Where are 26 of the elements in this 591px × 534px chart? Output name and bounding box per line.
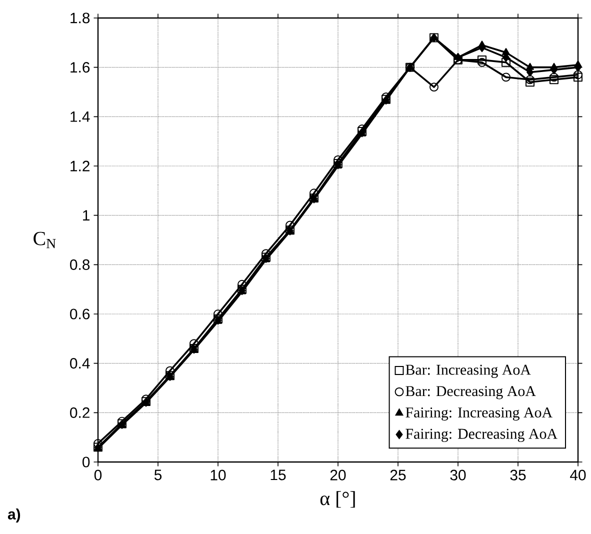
y-tick-label: 1.6 (70, 62, 90, 73)
y-tick-label: 1.8 (70, 12, 90, 24)
x-tick-label: 30 (450, 470, 466, 480)
x-axis-title: α [°] (320, 491, 355, 508)
y-tick-label: 0.4 (70, 358, 90, 369)
x-tick-label: 15 (270, 470, 286, 480)
x-tick-label: 20 (330, 470, 346, 480)
y-axis-title: C$_{N}$ (34, 232, 56, 248)
y-tick-label: 1.4 (70, 112, 90, 122)
x-tick-label: 40 (570, 470, 586, 480)
y-tick-label: 0.8 (70, 259, 90, 270)
legend-label: Bar: Decreasing AoA (406, 386, 536, 400)
legend-label: Bar: Increasing AoA (406, 364, 531, 378)
legend-label: Fairing: Decreasing AoA (406, 428, 558, 442)
x-tick-label: 10 (210, 470, 226, 480)
x-tick-label: 5 (154, 470, 162, 480)
x-tick-label: 25 (390, 470, 406, 480)
x-tick-label: 0 (94, 470, 102, 480)
y-tick-label: 0.6 (70, 308, 90, 320)
y-tick-label: 1 (83, 210, 90, 220)
y-tick-label: 0.2 (70, 407, 90, 418)
x-tick-label: 35 (510, 470, 526, 480)
y-tick-label: 1.2 (70, 160, 90, 172)
legend-label: Fairing: Increasing AoA (406, 407, 552, 421)
y-tick-label: 0 (82, 456, 90, 468)
text: a) (8, 508, 20, 522)
